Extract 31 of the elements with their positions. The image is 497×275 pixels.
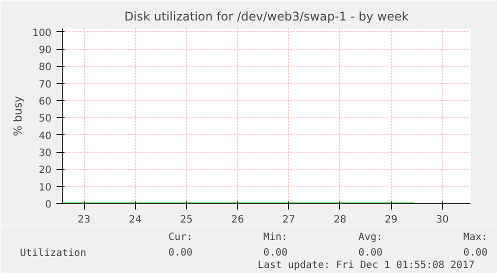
y-tick-label: 70	[38, 79, 52, 90]
text: 0.00	[358, 248, 383, 258]
x-tick-label: 29	[384, 214, 398, 226]
text: Last update: Fri Dec 1 01:55:08 2017	[258, 260, 474, 271]
x-tick-label: 30	[436, 214, 449, 226]
y-tick-label: 90	[38, 45, 52, 56]
x-tick-label: 24	[128, 214, 142, 226]
y-tick-label: 80	[38, 62, 52, 74]
y-tick-label: 30	[38, 148, 52, 160]
text: Avg:	[358, 232, 383, 243]
x-tick-label: 27	[282, 214, 296, 226]
text: Min:	[263, 232, 288, 243]
x-tick-label: 26	[231, 214, 244, 226]
y-tick-label: 20	[38, 165, 52, 176]
y-tick-label: 40	[38, 130, 52, 142]
y-tick-label: 60	[38, 96, 52, 108]
y-tick-label: 0	[45, 200, 52, 210]
y-tick-label: 50	[38, 114, 52, 125]
x-tick-label: 23	[78, 214, 90, 226]
text: Cur:	[168, 232, 193, 243]
x-tick-label: 25	[180, 214, 193, 226]
y-tick-label: 100	[32, 28, 52, 39]
text: 0.00	[168, 248, 193, 258]
text: Max:	[463, 232, 488, 243]
text: Utilization	[20, 248, 86, 259]
chart-title: Disk utilization for /dev/web3/swap-1 - by week	[124, 10, 409, 24]
y-tick-label: 10	[38, 182, 52, 194]
text: 0.00	[463, 248, 488, 258]
x-tick-label: 28	[334, 214, 346, 226]
y-axis-title: % busy	[11, 95, 24, 136]
text: 0.00	[263, 248, 288, 258]
